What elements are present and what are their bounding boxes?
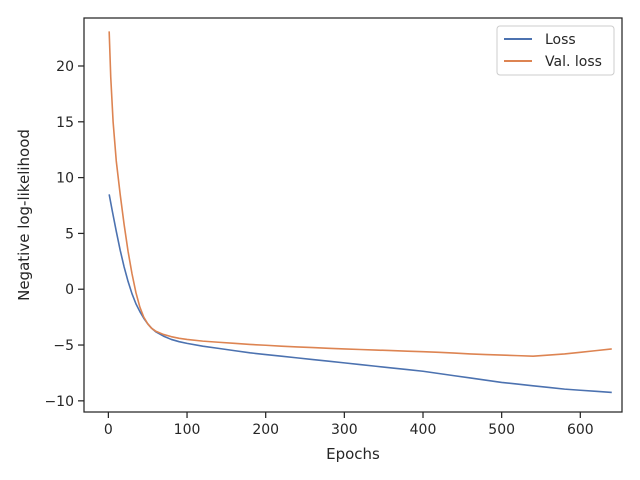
legend: Loss Val. loss xyxy=(496,25,615,76)
x-tick-label: 500 xyxy=(488,422,515,438)
x-axis-ticks: 0 100 200 300 400 500 600 xyxy=(104,412,594,438)
series-line-val-loss xyxy=(108,31,612,357)
series-layer xyxy=(108,31,612,394)
x-tick-label: 100 xyxy=(174,422,201,438)
x-tick-label: 600 xyxy=(567,422,594,438)
x-tick-label: 400 xyxy=(410,422,437,438)
x-axis-label: Epochs xyxy=(326,445,380,463)
y-tick-label: −5 xyxy=(53,338,74,354)
y-tick-label: 15 xyxy=(56,115,74,131)
y-tick-label: −10 xyxy=(44,394,74,410)
plot-area xyxy=(83,17,623,413)
y-tick-label: 5 xyxy=(65,226,74,242)
x-tick-label: 0 xyxy=(104,422,113,438)
y-axis-ticks: −10 −5 0 5 10 15 20 xyxy=(44,59,84,410)
x-tick-label: 300 xyxy=(331,422,358,438)
series-line-loss xyxy=(108,194,612,394)
y-tick-label: 20 xyxy=(56,59,74,75)
y-tick-label: 10 xyxy=(56,171,74,187)
y-axis-label: Negative log-likelihood xyxy=(15,129,33,301)
legend-label-val-loss: Val. loss xyxy=(545,54,602,70)
y-tick-label: 0 xyxy=(65,282,74,298)
legend-label-loss: Loss xyxy=(545,32,576,48)
x-tick-label: 200 xyxy=(252,422,279,438)
